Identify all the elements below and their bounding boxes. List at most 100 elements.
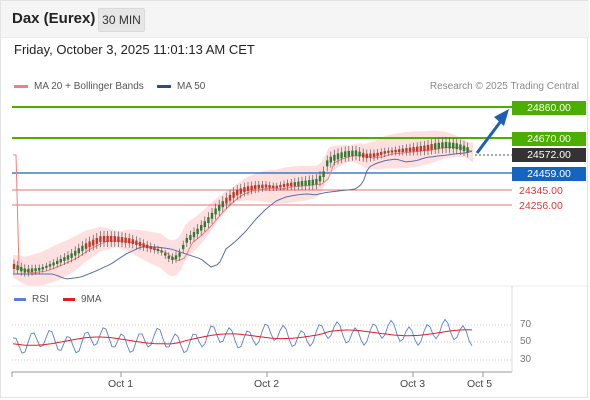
candle-body <box>351 150 354 157</box>
support1-label: 24345.00 <box>519 185 563 197</box>
candle-body <box>138 241 142 247</box>
candle-body <box>412 147 415 152</box>
candle-body <box>20 266 23 272</box>
candle-body <box>290 182 293 187</box>
candle-body <box>27 268 30 273</box>
candle-body <box>146 244 149 249</box>
candle-body <box>225 197 228 204</box>
timestamp: Friday, October 3, 2025 11:01:13 AM CET <box>14 42 255 57</box>
candle-body <box>23 268 26 273</box>
candle-body <box>304 180 307 186</box>
candle-body <box>110 236 113 242</box>
current-price-tag: 24572.00 <box>512 148 586 162</box>
candle-body <box>448 142 451 149</box>
candle-body <box>380 151 383 155</box>
credit-text: Research © 2025 Trading Central <box>429 81 579 92</box>
candle-body <box>171 256 174 261</box>
candle-body <box>192 232 196 238</box>
candle-body <box>387 150 390 153</box>
candle-body <box>182 244 185 250</box>
candle-body <box>214 208 217 215</box>
candle-body <box>153 247 156 251</box>
candle-body <box>106 236 109 242</box>
candle-body <box>333 154 336 161</box>
bollinger-band <box>13 130 473 286</box>
candle-body <box>322 171 325 178</box>
target-high-tag: 24860.00 <box>512 101 586 115</box>
candle-body <box>99 236 102 243</box>
candle-body <box>282 183 286 187</box>
candle-body <box>203 221 206 228</box>
candle-body <box>441 142 444 149</box>
candle-body <box>300 181 304 186</box>
candle-body <box>423 145 426 151</box>
candle-body <box>236 189 239 196</box>
candle-body <box>243 187 246 193</box>
candle-body <box>41 267 44 270</box>
candle-body <box>200 225 203 231</box>
candle-body <box>344 151 347 158</box>
candle-body <box>261 184 264 189</box>
candle-body <box>308 180 311 186</box>
timeframe-button[interactable]: 30 MIN <box>98 8 145 32</box>
candle-body <box>318 175 322 182</box>
ma20-label: MA 20 + Bollinger Bands <box>34 81 144 92</box>
candle-body <box>358 151 361 157</box>
candle-body <box>362 152 365 158</box>
candle-body <box>459 144 462 151</box>
candle-body <box>84 243 88 249</box>
x-axis <box>11 286 513 377</box>
candle-body <box>95 237 98 244</box>
candle-body <box>315 178 318 185</box>
candle-body <box>372 153 376 158</box>
candle-body <box>210 212 214 219</box>
legend-ma20: MA 20 + Bollinger Bands <box>14 81 144 92</box>
target-arrow <box>475 109 509 154</box>
candle-body <box>74 250 77 256</box>
xaxis-label-oct5: Oct 5 <box>467 378 493 390</box>
candle-body <box>286 183 289 187</box>
rsi-ma-line <box>12 329 473 346</box>
candle-body <box>128 238 131 244</box>
rsi-tick-70: 70 <box>520 319 532 330</box>
candle-body <box>275 185 278 188</box>
candle-body <box>340 152 343 159</box>
legend-rsi: RSI <box>14 294 49 305</box>
candle-body <box>70 253 73 258</box>
candle-body <box>452 142 455 149</box>
resistance-tag: 24670.00 <box>512 132 586 146</box>
candle-body <box>92 239 95 246</box>
xaxis-label-oct3: Oct 3 <box>400 378 426 390</box>
candle-body <box>124 237 127 243</box>
candle-body <box>430 144 433 150</box>
candle-body <box>178 252 181 257</box>
candle-body <box>311 179 314 186</box>
level-lines <box>12 106 512 206</box>
candle-body <box>455 143 458 150</box>
pivot-tag: 24459.00 <box>512 167 586 181</box>
candle-body <box>81 245 84 252</box>
rsi-tick-50: 50 <box>520 336 532 347</box>
candle-body <box>160 250 163 253</box>
bollinger-fill <box>13 130 473 286</box>
candle-body <box>218 204 221 211</box>
ma9-swatch <box>63 297 75 301</box>
candle-body <box>279 184 282 188</box>
candle-body <box>56 260 59 265</box>
candle-body <box>196 228 199 235</box>
candle-body <box>131 239 134 244</box>
candle-body <box>149 246 152 250</box>
candle-body <box>264 184 268 188</box>
candle-body <box>394 149 397 153</box>
candle-body <box>405 148 408 152</box>
candle-body <box>426 144 430 151</box>
ma50-line <box>13 150 473 280</box>
candle-body <box>365 153 368 159</box>
support2-label: 24256.00 <box>519 200 563 212</box>
candle-body <box>246 186 250 191</box>
candle-body <box>239 188 242 194</box>
candle-body <box>164 253 167 256</box>
xaxis-label-oct2: Oct 2 <box>254 378 280 390</box>
